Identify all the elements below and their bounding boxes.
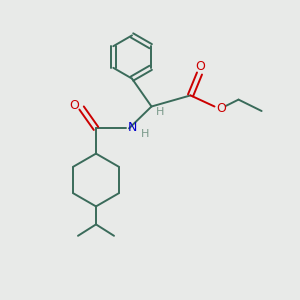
Text: H: H (140, 129, 149, 140)
Text: N: N (127, 121, 137, 134)
Text: O: O (69, 99, 79, 112)
Text: O: O (196, 60, 205, 74)
Text: H: H (156, 107, 164, 117)
Text: O: O (216, 101, 226, 115)
